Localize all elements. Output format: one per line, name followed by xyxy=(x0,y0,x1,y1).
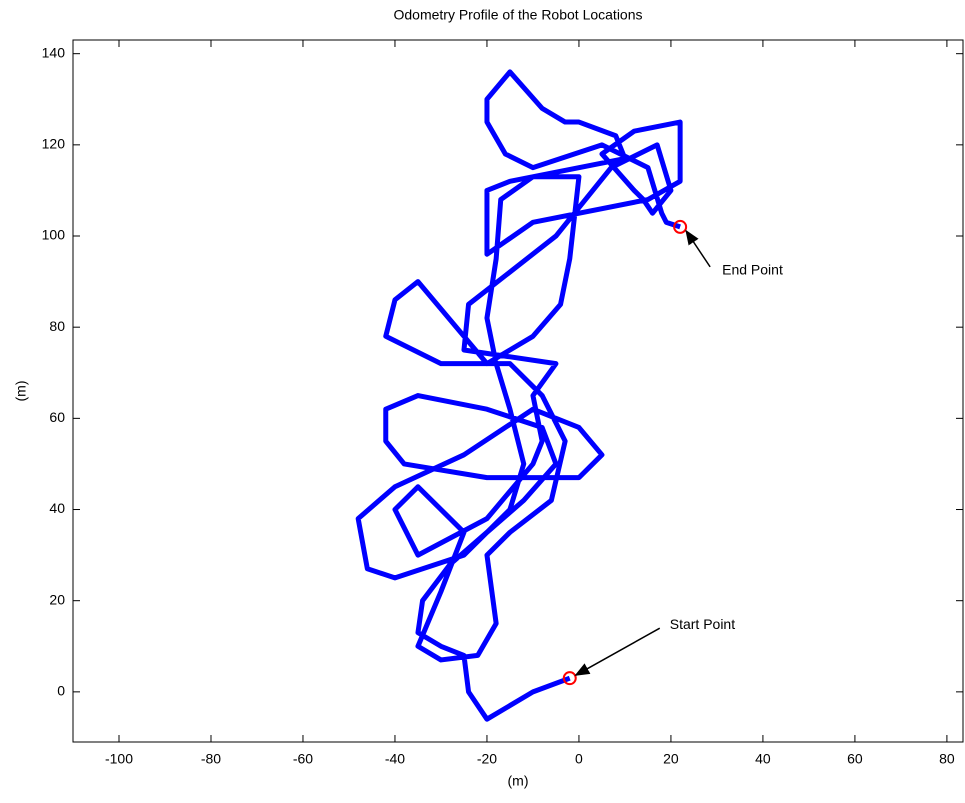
y-tick-label: 40 xyxy=(49,500,65,516)
annotation: End Point xyxy=(722,262,783,278)
y-axis-label: (m) xyxy=(13,381,29,402)
x-tick-label: -60 xyxy=(293,751,313,767)
y-tick-label: 20 xyxy=(49,591,65,607)
x-tick-label: 20 xyxy=(663,751,679,767)
annotation-arrow xyxy=(685,229,711,268)
chart-title: Odometry Profile of the Robot Locations xyxy=(393,7,642,23)
y-tick-label: 100 xyxy=(42,227,66,243)
x-tick-label: 0 xyxy=(575,751,583,767)
marker xyxy=(562,671,577,686)
x-tick-label: -100 xyxy=(105,751,133,767)
plot-frame xyxy=(72,39,964,743)
x-tick-label: -80 xyxy=(201,751,221,767)
annotation-arrow xyxy=(574,627,661,676)
x-tick-label: -20 xyxy=(477,751,497,767)
trajectory xyxy=(355,69,683,722)
y-tick-label: 0 xyxy=(57,683,65,699)
x-tick-label: 60 xyxy=(847,751,863,767)
x-tick-label: 80 xyxy=(939,751,955,767)
marker xyxy=(673,219,688,234)
y-tick-label: 60 xyxy=(49,409,65,425)
y-tick-label: 140 xyxy=(42,44,66,60)
annotation: Start Point xyxy=(670,616,735,632)
x-axis-label: (m) xyxy=(508,773,529,789)
x-tick-label: -40 xyxy=(385,751,405,767)
y-tick-label: 120 xyxy=(42,136,66,152)
y-tick-label: 80 xyxy=(49,318,65,334)
x-tick-label: 40 xyxy=(755,751,771,767)
